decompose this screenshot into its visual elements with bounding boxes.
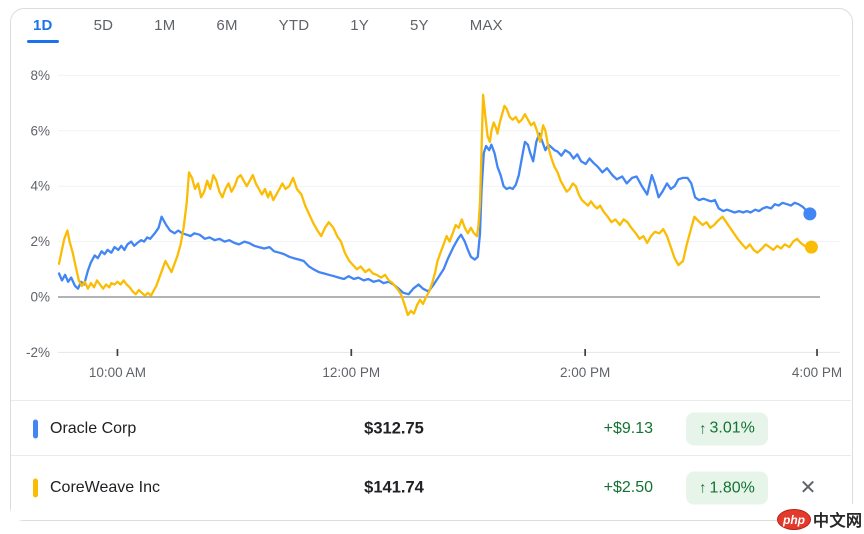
quote-row-oracle[interactable]: Oracle Corp $312.75 +$9.13 ↑ 3.01% [11,400,851,456]
php-logo: php [777,508,811,530]
quote-row-coreweave[interactable]: CoreWeave Inc $141.74 +$2.50 ↑ 1.80% ✕ [11,455,851,520]
y-axis-label: 6% [30,123,50,138]
tab-1y[interactable]: 1Y [349,12,370,43]
oracle-change-pct: 3.01% [709,419,755,437]
coreweave-end-dot [804,240,818,254]
time-range-tabs: 1D 5D 1M 6M YTD 1Y 5Y MAX [32,12,504,43]
x-axis-label: 12:00 PM [322,365,380,380]
up-arrow-icon: ↑ [699,420,707,437]
x-axis-label: 2:00 PM [560,365,610,380]
coreweave-name: CoreWeave Inc [50,479,160,496]
tab-1d[interactable]: 1D [32,12,54,43]
tab-5y[interactable]: 5Y [409,12,430,43]
x-axis-label: 4:00 PM [792,365,842,380]
oracle-change-pct-badge: ↑ 3.01% [686,412,768,445]
y-axis-label: 0% [30,290,50,305]
watermark-site-name: 中文网 [813,513,863,530]
coreweave-change-pct-badge: ↑ 1.80% [686,471,768,505]
y-axis-label: -2% [26,345,50,360]
oracle-price: $312.75 [364,419,424,437]
oracle-line [57,132,812,296]
y-axis-label: 4% [30,179,50,194]
price-chart[interactable]: 8% 6% 4% 2% 0% -2% 10:00 AM 12:00 PM 2:00 PM 4:00… [0,40,864,400]
oracle-change: +$9.13 [603,419,653,437]
tab-ytd[interactable]: YTD [278,12,311,43]
coreweave-price: $141.74 [364,478,424,497]
oracle-name: Oracle Corp [50,419,137,437]
coreweave-line [57,93,813,317]
oracle-end-dot [803,207,817,221]
tab-1m[interactable]: 1M [153,12,176,43]
remove-comparison-button close-icon[interactable]: ✕ [793,473,823,503]
tab-max[interactable]: MAX [469,12,504,43]
oracle-color-marker [33,419,38,438]
tab-6m[interactable]: 6M [215,12,238,43]
y-axis-label: 2% [30,234,50,249]
coreweave-change: +$2.50 [603,479,653,496]
up-arrow-icon: ↑ [699,479,707,497]
coreweave-change-pct: 1.80% [709,479,755,496]
coreweave-color-marker [33,478,38,498]
y-axis-label: 8% [30,68,50,83]
tab-5d[interactable]: 5D [93,12,115,43]
x-axis-label: 10:00 AM [89,365,146,380]
php-cn-watermark: php 中文网 [777,504,864,534]
